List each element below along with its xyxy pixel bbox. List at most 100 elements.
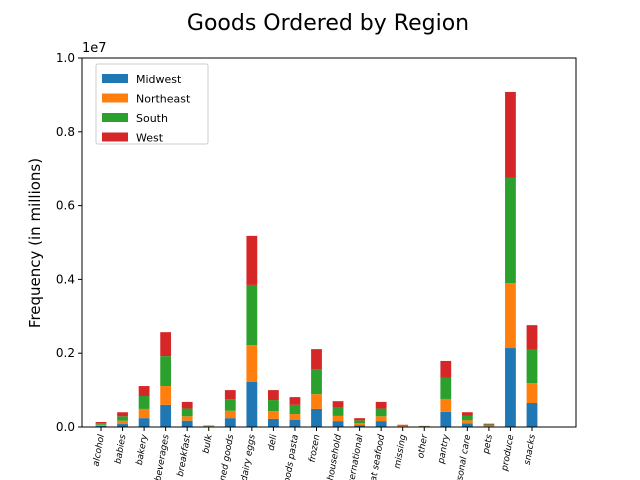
bar-segment	[181, 416, 193, 421]
bar-segment	[138, 386, 150, 397]
bar-segment	[268, 400, 279, 412]
bar-segment	[375, 416, 387, 422]
x-tick-label: produce	[500, 433, 516, 472]
bar-segment	[461, 412, 473, 416]
x-tick-label: snacks	[523, 433, 538, 465]
legend-label: Northeast	[136, 93, 191, 106]
bar-segment	[526, 325, 538, 350]
bar-segment	[354, 425, 365, 427]
bar-segment	[526, 403, 538, 427]
bar-segment	[160, 332, 172, 357]
bar-segment	[526, 349, 538, 384]
bar-segment	[397, 424, 409, 426]
bar-segment	[160, 404, 172, 427]
bar-segment	[246, 345, 258, 382]
bar-segment	[160, 356, 172, 387]
y-axis-label: Frequency (in millions)	[26, 158, 44, 328]
bar-segment	[354, 420, 365, 424]
bar-segment	[224, 390, 236, 400]
bar-segment	[483, 425, 495, 427]
x-tick-label: household	[326, 434, 344, 480]
bar-segment	[505, 348, 516, 427]
bar-segment	[138, 396, 150, 409]
x-tick-label: babies	[114, 433, 129, 464]
x-tick-label: frozen	[308, 433, 323, 463]
legend-swatch	[102, 113, 128, 122]
x-tick-label: bakery	[135, 433, 150, 466]
legend-box	[95, 63, 209, 145]
x-tick-label: personal care	[453, 433, 474, 480]
y-tick-label: 0.0	[56, 420, 75, 434]
x-tick-label: breakfast	[176, 433, 193, 477]
x-tick-label: international	[346, 433, 366, 480]
bar-segment	[268, 418, 279, 427]
bar-segment	[224, 410, 236, 419]
bar-segment	[332, 407, 344, 416]
x-tick-label: meat seafood	[367, 434, 388, 480]
y-offset-label: 1e7	[82, 41, 107, 56]
bar-segment	[505, 177, 516, 284]
bar-segment	[483, 424, 495, 426]
y-tick-label: 0.6	[56, 199, 75, 213]
bar-segment	[246, 381, 258, 427]
legend-swatch	[102, 132, 128, 142]
bar-segment	[332, 421, 344, 427]
bar-segment	[354, 418, 365, 421]
bar-segment	[311, 408, 322, 427]
bar-segment	[505, 91, 516, 178]
bar-segment	[397, 425, 409, 426]
x-tick-label: beverages	[154, 433, 172, 480]
x-tick-label: other	[416, 433, 430, 460]
bar-segment	[95, 424, 107, 426]
bar-segment	[375, 421, 387, 427]
legend-label: South	[136, 112, 168, 125]
bar-segment	[181, 401, 193, 409]
x-tick-label: alcohol	[92, 433, 108, 467]
bar-segment	[289, 404, 301, 415]
bar-segment	[483, 423, 495, 425]
bar-segment	[117, 412, 128, 417]
x-tick-label: canned goods	[215, 433, 236, 480]
x-tick-label: pets	[481, 433, 494, 455]
bar-segment	[289, 397, 301, 405]
bar-segment	[332, 415, 344, 422]
bar-segment	[181, 408, 193, 417]
bar-segment	[461, 415, 473, 421]
x-tick-label: dry goods pasta	[278, 434, 300, 480]
bar-segment	[526, 383, 538, 404]
y-tick-label: 0.8	[56, 125, 75, 139]
bar-segment	[95, 422, 107, 424]
bar-segment	[224, 418, 236, 427]
chart-title: Goods Ordered by Region	[187, 11, 469, 36]
bar-segment	[138, 418, 150, 427]
bar-segment	[375, 401, 387, 409]
bar-segment	[117, 420, 128, 425]
bar-segment	[289, 414, 301, 420]
x-tick-label: missing	[393, 434, 409, 470]
bar-segment	[268, 411, 279, 419]
bar-segment	[311, 394, 322, 409]
bar-segment	[440, 377, 452, 399]
bar-segment	[354, 423, 365, 426]
bar-segment	[461, 420, 473, 424]
bar-segment	[440, 360, 452, 378]
bar-segment	[160, 386, 172, 405]
bar-segment	[224, 399, 236, 411]
y-tick-label: 0.2	[56, 346, 75, 360]
legend-label: West	[136, 132, 164, 145]
bar-segment	[332, 401, 344, 408]
x-tick-label: bulk	[202, 433, 215, 454]
bar-segment	[440, 411, 452, 427]
bar-segment	[246, 235, 258, 285]
bar-segment	[311, 369, 322, 395]
bar-segment	[311, 349, 322, 370]
x-tick-label: pantry	[437, 433, 452, 465]
bar-segment	[375, 408, 387, 417]
bar-segment	[95, 425, 107, 427]
y-tick-label: 0.4	[56, 272, 75, 286]
bar-segment	[461, 423, 473, 427]
bar-segment	[268, 390, 279, 401]
bar-segment	[95, 423, 107, 425]
bar-segment	[440, 398, 452, 412]
